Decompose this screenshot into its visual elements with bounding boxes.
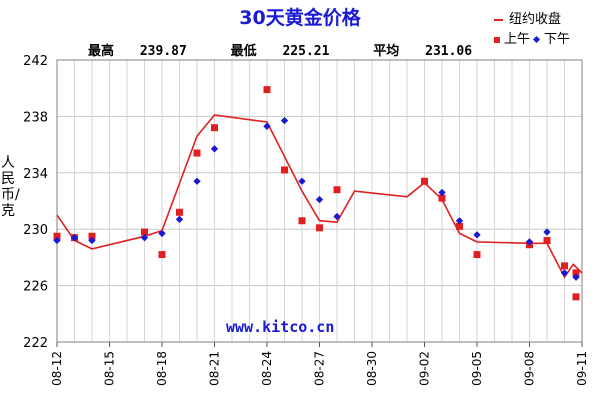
- am-point: [176, 208, 183, 216]
- x-tick-label: 08-15: [103, 351, 117, 386]
- stat-low-value: 225.21: [282, 44, 330, 59]
- stat-high: 最高 239.87: [88, 44, 205, 59]
- y-tick-label: 222: [23, 336, 48, 351]
- pm-point: [280, 116, 289, 125]
- y-tick-label: 230: [23, 223, 48, 238]
- am-point: [158, 251, 166, 259]
- y-tick-label: 234: [23, 167, 48, 182]
- plot-frame: [56, 59, 583, 343]
- x-tick-label: 08-24: [260, 351, 274, 386]
- x-tick-label: 08-21: [208, 351, 222, 386]
- pm-point: [525, 238, 534, 246]
- legend-item-am-pm: 上午 下午: [494, 30, 570, 50]
- y-tick-label: 242: [23, 54, 48, 69]
- am-point: [193, 149, 201, 157]
- am-point: [543, 236, 551, 244]
- am-point: [88, 232, 96, 240]
- am-point: [572, 293, 580, 301]
- am-point: [298, 217, 306, 225]
- stat-high-label: 最高: [88, 44, 115, 59]
- stat-avg: 平均 231.06: [373, 44, 490, 59]
- pm-point: [70, 233, 79, 242]
- stat-avg-label: 平均: [373, 44, 400, 59]
- stat-avg-value: 231.06: [425, 44, 473, 59]
- x-tick-label: 09-05: [470, 351, 484, 386]
- x-tick-label: 08-30: [365, 351, 379, 386]
- stat-low-label: 最低: [230, 44, 257, 59]
- x-tick-label: 09-11: [575, 351, 589, 386]
- legend-square-swatch: [494, 36, 500, 43]
- am-point: [438, 194, 446, 202]
- legend: 纽约收盘 上午 下午: [494, 10, 570, 50]
- pm-point: [88, 236, 96, 245]
- am-point: [53, 232, 61, 240]
- watermark: www.kitco.cn: [226, 318, 335, 336]
- pm-point: [53, 236, 61, 245]
- legend-am-label: 上午: [504, 32, 531, 47]
- am-point: [211, 124, 218, 132]
- legend-item-close: 纽约收盘: [494, 10, 570, 30]
- y-tick-label: 238: [23, 110, 48, 125]
- pm-point: [560, 269, 569, 277]
- x-tick-label: 08-12: [50, 351, 64, 386]
- x-tick-label: 08-18: [155, 351, 169, 386]
- series-line-close: [56, 114, 583, 279]
- stat-low: 最低 225.21: [231, 44, 348, 59]
- pm-point: [175, 215, 184, 224]
- legend-line-swatch: [494, 18, 503, 21]
- am-point: [281, 166, 288, 174]
- stats-bar: 最高 239.87 最低 225.21 平均 231.06: [88, 40, 508, 59]
- am-point: [316, 224, 323, 232]
- y-tick-label: 226: [23, 280, 48, 295]
- am-point: [333, 186, 341, 194]
- am-point: [473, 251, 481, 259]
- am-point: [572, 269, 580, 277]
- pm-point: [140, 233, 149, 242]
- am-point: [456, 222, 463, 230]
- x-tick-label: 09-08: [523, 351, 537, 386]
- chart-title: 30天黄金价格: [239, 7, 361, 29]
- am-point: [263, 86, 271, 94]
- pm-point: [455, 217, 464, 225]
- pm-point: [210, 145, 219, 153]
- pm-point: [263, 122, 271, 130]
- x-tick-label: 08-27: [313, 351, 327, 386]
- am-point: [141, 228, 148, 236]
- legend-pm-label: 下午: [544, 32, 571, 47]
- x-tick-label: 09-02: [418, 351, 432, 386]
- stat-high-value: 239.87: [139, 44, 187, 59]
- am-point: [421, 177, 428, 185]
- am-point: [561, 262, 568, 270]
- pm-point: [572, 273, 580, 281]
- pm-point: [543, 228, 551, 236]
- legend-close-label: 纽约收盘: [509, 12, 562, 27]
